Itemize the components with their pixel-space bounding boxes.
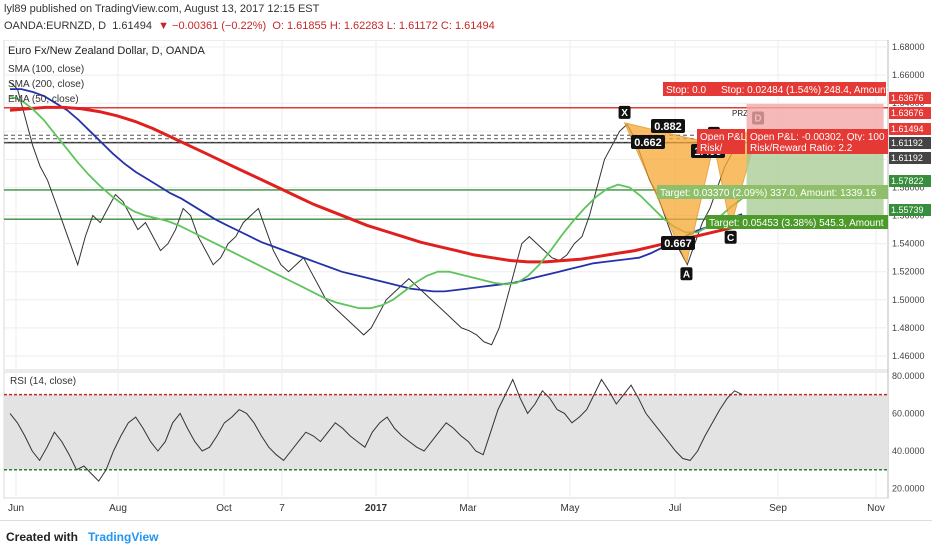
open-pl-short-bg (697, 129, 745, 143)
price-change: ▼ −0.00361 (−0.22%) (158, 20, 267, 32)
pattern-point-box (680, 267, 693, 281)
ratio-box (661, 236, 695, 250)
stop-label: Stop: 0.02484 (1.54%) 248.4, Amount (721, 85, 889, 96)
x-tick-label: Oct (216, 503, 232, 514)
target2-label-bg (706, 215, 888, 229)
price-axis-badge (889, 152, 931, 164)
series-line-1 (10, 88, 743, 293)
price-axis-badge (889, 204, 931, 216)
y-tick-label: 1.50000 (892, 295, 925, 305)
series-line-0 (9, 81, 741, 346)
price-axis-badge-text: 1.55739 (891, 205, 924, 215)
price-axis-badge (889, 175, 931, 187)
target1-label-bg (657, 185, 888, 199)
rsi-band (4, 394, 888, 470)
legend-entry: EMA (50, close) (8, 94, 79, 105)
pattern-point-box (724, 230, 737, 244)
y-tick-label: 1.52000 (892, 267, 925, 277)
x-tick-label: 7 (279, 503, 285, 514)
tradingview-logo[interactable]: TradingView (88, 530, 159, 544)
x-tick-label: Aug (109, 503, 127, 514)
price-axis-badge-text: 1.61192 (891, 138, 923, 148)
price-axis-badge-text: 1.63676 (891, 93, 924, 103)
x-tick-label: Jun (8, 503, 24, 514)
pattern-point-label: A (683, 269, 690, 280)
chart-header: lyl89 published on TradingView.com, Augu… (0, 0, 932, 40)
rsi-y-tick: 40.0000 (892, 446, 925, 456)
risk-short-bg (697, 141, 745, 154)
price-axis-badge (889, 92, 931, 104)
x-tick-label: 2017 (365, 503, 388, 514)
symbol: OANDA:EURNZD, D (4, 20, 107, 32)
x-tick-label: Nov (867, 503, 885, 514)
ohlc-values: O: 1.61855 H: 1.62283 L: 1.61172 C: 1.61… (272, 20, 495, 32)
series-line-3 (9, 95, 743, 310)
stop-label-bg (718, 82, 886, 96)
x-tick-label: May (561, 503, 580, 514)
pattern-point-label: C (727, 233, 734, 244)
created-with-text: Created with (6, 530, 79, 544)
open-pl-short: Open P&L (700, 132, 747, 143)
risk-reward-label: Risk/Reward Ratio: 2.2 (750, 143, 853, 154)
legend-entry: SMA (100, close) (8, 64, 84, 75)
symbol-line: OANDA:EURNZD, D 1.61494 ▼ −0.00361 (−0.2… (4, 20, 495, 32)
price-axis-badge-text: 1.63676 (891, 108, 924, 118)
rsi-y-tick: 20.0000 (892, 484, 925, 494)
y-tick-label: 1.68000 (892, 42, 925, 52)
risk-reward-label-bg (747, 141, 888, 154)
y-tick-label: 1.46000 (892, 351, 925, 361)
ratio-label: 0.882 (654, 121, 682, 133)
ratio-box (631, 135, 665, 149)
last-price: 1.61494 (112, 20, 152, 32)
open-pl-label-bg (747, 129, 888, 143)
series-line-2 (9, 105, 743, 264)
ratio-label: 0.662 (634, 137, 662, 149)
open-pl-label: Open P&L: -0.00302, Qty: 100 (750, 132, 885, 143)
price-axis-badge-text: 1.57822 (891, 176, 924, 186)
x-tick-label: Sep (769, 503, 787, 514)
risk-short: Risk/ (700, 143, 722, 154)
rsi-line (9, 378, 743, 482)
price-axis-badge (889, 137, 931, 149)
y-tick-label: 1.54000 (892, 239, 925, 249)
footer: Created with TradingView (0, 520, 932, 551)
price-axis-badge-text: 1.61494 (891, 124, 924, 134)
y-tick-label: 1.48000 (892, 323, 925, 333)
chart-title: Euro Fx/New Zealand Dollar, D, OANDA (8, 45, 206, 57)
rsi-label: RSI (14, close) (10, 376, 76, 387)
stop-label-short-bg (663, 82, 721, 96)
y-tick-label: 1.58000 (892, 182, 925, 192)
price-axis-badge (889, 123, 931, 135)
legend-entry: SMA (200, close) (8, 79, 84, 90)
rsi-y-tick: 80.0000 (892, 371, 925, 381)
target2-label: Target: 0.05453 (3.38%) 545.3, Amount (709, 218, 884, 229)
ratio-box (651, 119, 685, 133)
target1-label: Target: 0.03370 (2.09%) 337.0, Amount: 1… (660, 188, 877, 199)
price-axis-badge (889, 107, 931, 119)
price-axis-badge-text: 1.61192 (891, 153, 923, 163)
prz-label: PRZ (732, 109, 748, 118)
ratio-label: 0.667 (664, 238, 692, 250)
stop-label-short: Stop: 0.0 (666, 85, 706, 96)
pattern-point-label: X (621, 108, 628, 119)
x-tick-label: Mar (459, 503, 477, 514)
y-tick-label: 1.66000 (892, 70, 925, 80)
pattern-point-box (618, 105, 631, 119)
rsi-y-tick: 60.0000 (892, 408, 925, 418)
publisher-line: lyl89 published on TradingView.com, Augu… (4, 3, 320, 15)
x-tick-label: Jul (669, 503, 682, 514)
